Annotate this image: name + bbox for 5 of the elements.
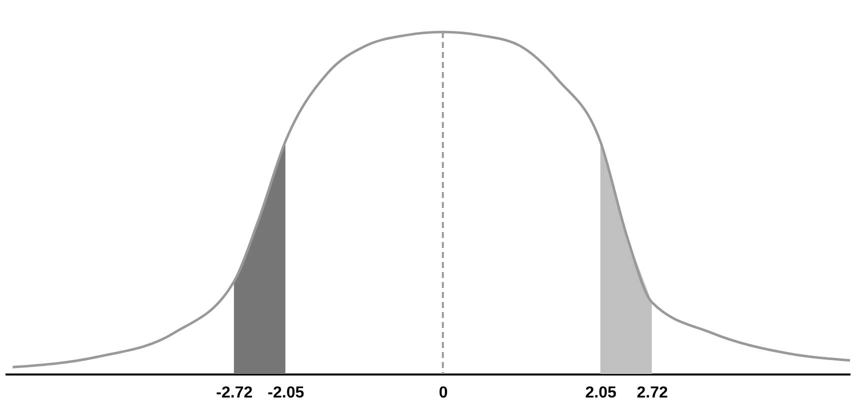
x-tick-label: 2.05 (585, 384, 617, 402)
x-tick-label: -2.72 (216, 384, 253, 402)
x-tick-label: -2.05 (268, 384, 304, 402)
x-tick-label: 0 (438, 384, 448, 402)
x-tick-label: 2.72 (636, 384, 668, 402)
